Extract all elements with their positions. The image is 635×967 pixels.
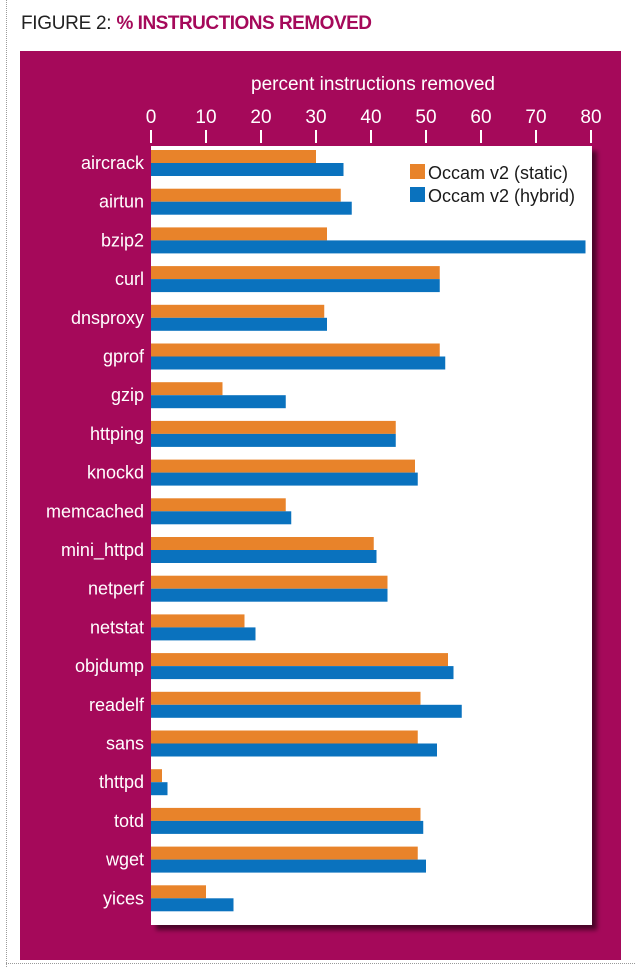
category-label: netstat	[90, 617, 144, 637]
category-label: gprof	[103, 347, 145, 367]
bar-static	[151, 769, 162, 783]
bar-hybrid	[151, 820, 424, 834]
category-label: knockd	[87, 463, 144, 483]
category-label: netperf	[88, 579, 145, 599]
x-tick-label: 80	[580, 107, 601, 128]
figure-label: FIGURE 2:	[21, 13, 112, 34]
legend-label-hybrid: Occam v2 (hybrid)	[428, 186, 575, 206]
bar-static	[151, 614, 245, 628]
bar-hybrid	[151, 317, 327, 331]
bar-hybrid	[151, 704, 462, 718]
x-tick-label: 20	[250, 107, 271, 128]
category-label: airtun	[99, 192, 144, 212]
legend-swatch-hybrid	[410, 187, 425, 202]
bar-static	[151, 498, 286, 512]
legend-label-static: Occam v2 (static)	[428, 163, 568, 183]
bar-hybrid	[151, 666, 454, 680]
x-tick-label: 70	[525, 107, 546, 128]
legend-swatch-static	[410, 164, 425, 179]
x-tick-label: 30	[305, 107, 326, 128]
bar-static	[151, 730, 418, 744]
bar-static	[151, 382, 223, 396]
x-axis-tick-labels: 0 10 20 30 40 50 60 70 80	[146, 107, 602, 128]
category-label: bzip2	[101, 230, 144, 250]
x-tick-label: 0	[146, 107, 157, 128]
figure-name: % INSTRUCTIONS REMOVED	[116, 13, 373, 34]
bar-hybrid	[151, 743, 437, 757]
x-axis-title: percent instructions removed	[251, 74, 495, 95]
bar-static	[151, 537, 374, 550]
category-labels: aircrack airtun bzip2 curl dnsproxy gprof gzip…	[46, 153, 145, 908]
category-label: gzip	[111, 385, 144, 405]
bar-hybrid	[151, 472, 418, 486]
bar-static	[151, 885, 206, 899]
bars	[151, 150, 586, 912]
category-label: curl	[115, 269, 144, 289]
bar-static	[151, 575, 388, 589]
bar-static	[151, 343, 440, 357]
bar-hybrid	[151, 898, 234, 912]
legend: Occam v2 (static) Occam v2 (hybrid)	[410, 163, 575, 206]
x-tick-label: 10	[195, 107, 216, 128]
left-dotted-rule	[6, 0, 7, 967]
bar-hybrid	[151, 859, 426, 873]
bar-static	[151, 150, 316, 163]
figure-title: FIGURE 2: % INSTRUCTIONS REMOVED	[21, 12, 372, 36]
bar-static	[151, 304, 325, 318]
bar-hybrid	[151, 433, 396, 447]
category-label: yices	[103, 888, 144, 908]
bar-hybrid	[151, 163, 344, 176]
bar-hybrid	[151, 240, 586, 254]
category-label: aircrack	[81, 153, 145, 173]
bar-hybrid	[151, 279, 440, 293]
x-tick-label: 60	[470, 107, 491, 128]
bar-static	[151, 653, 448, 667]
bar-static	[151, 459, 415, 473]
category-label: objdump	[75, 656, 144, 676]
bar-static	[151, 691, 421, 705]
category-label: httping	[90, 424, 144, 444]
bar-static	[151, 846, 418, 860]
category-label: dnsproxy	[71, 308, 144, 328]
bar-static	[151, 188, 341, 202]
x-tick-label: 40	[360, 107, 381, 128]
bottom-dotted-rule	[6, 963, 635, 964]
bar-static	[151, 227, 327, 241]
category-label: mini_httpd	[61, 540, 144, 561]
category-label: totd	[114, 811, 144, 831]
bar-hybrid	[151, 356, 446, 370]
x-axis-ticks	[150, 130, 592, 143]
category-label: thttpd	[99, 772, 144, 792]
bar-static	[151, 420, 396, 434]
bar-hybrid	[151, 588, 388, 602]
category-label: readelf	[89, 695, 145, 715]
category-label: memcached	[46, 501, 144, 521]
category-label: wget	[105, 850, 144, 870]
bar-hybrid	[151, 395, 286, 409]
bar-hybrid	[151, 782, 168, 796]
category-label: sans	[106, 734, 144, 754]
x-tick-label: 50	[415, 107, 436, 128]
bar-hybrid	[151, 627, 256, 641]
bar-hybrid	[151, 550, 377, 563]
bar-static	[151, 807, 421, 821]
bar-hybrid	[151, 201, 352, 215]
bar-hybrid	[151, 511, 292, 525]
bar-static	[151, 266, 440, 280]
